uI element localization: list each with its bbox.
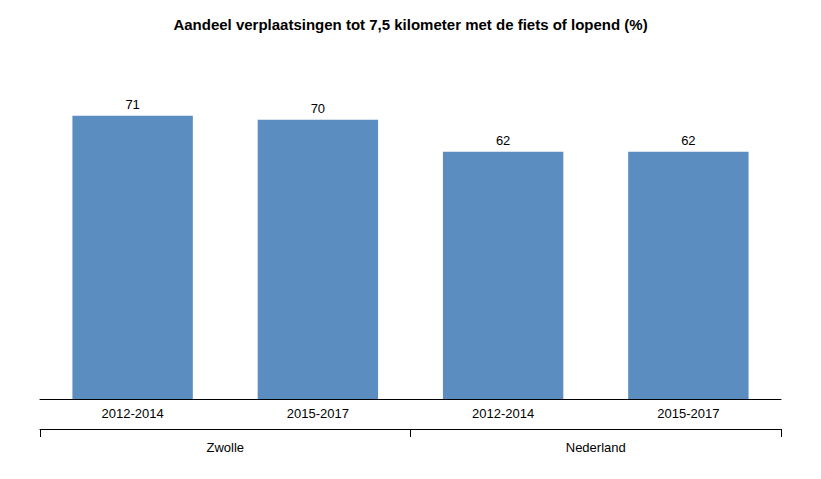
svg-text:71: 71 [125, 97, 139, 112]
svg-text:62: 62 [496, 133, 510, 148]
svg-text:Nederland: Nederland [566, 440, 626, 455]
svg-text:2015-2017: 2015-2017 [287, 406, 349, 421]
svg-text:62: 62 [681, 133, 695, 148]
svg-text:70: 70 [311, 101, 325, 116]
svg-text:Aandeel verplaatsingen tot 7,5: Aandeel verplaatsingen tot 7,5 kilometer… [173, 16, 647, 33]
svg-text:Zwolle: Zwolle [206, 440, 244, 455]
svg-text:2012-2014: 2012-2014 [102, 406, 164, 421]
svg-text:2015-2017: 2015-2017 [657, 406, 719, 421]
svg-text:2012-2014: 2012-2014 [472, 406, 534, 421]
